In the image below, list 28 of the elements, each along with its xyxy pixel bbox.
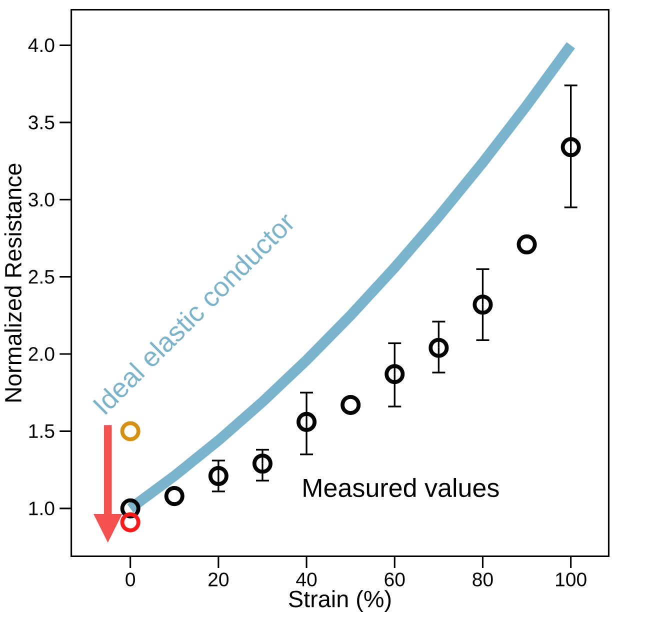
- y-axis-title: Normalized Resistance: [4, 164, 22, 402]
- point: [340, 394, 361, 415]
- y-tick-label: 1.0: [29, 501, 54, 516]
- point: [164, 486, 184, 506]
- x-tick-label: 100: [556, 572, 586, 586]
- point: [472, 294, 493, 315]
- y-tick-label: 4.0: [28, 38, 54, 52]
- point: [120, 512, 140, 532]
- point: [208, 466, 228, 486]
- point: [120, 421, 140, 442]
- x-tick-label: 60: [384, 572, 405, 586]
- point: [560, 137, 581, 158]
- x-tick-label: 80: [472, 572, 493, 586]
- point: [428, 338, 449, 358]
- y-tick-label: 2.5: [28, 270, 54, 284]
- series-label: Measured values: [304, 478, 499, 498]
- y-tick-label: 3.5: [28, 115, 54, 130]
- point: [296, 412, 317, 432]
- x-tick-label: 40: [296, 572, 317, 586]
- point: [252, 453, 273, 474]
- y-tick-label: 3.0: [28, 192, 54, 206]
- point: [384, 364, 405, 384]
- y-tick-label: 1.5: [29, 424, 54, 438]
- x-tick-label: 0: [126, 572, 135, 586]
- x-axis-title: Strain (%): [289, 590, 391, 612]
- y-tick-label: 2.0: [28, 346, 54, 361]
- x-tick-label: 20: [208, 572, 229, 586]
- point: [516, 234, 537, 254]
